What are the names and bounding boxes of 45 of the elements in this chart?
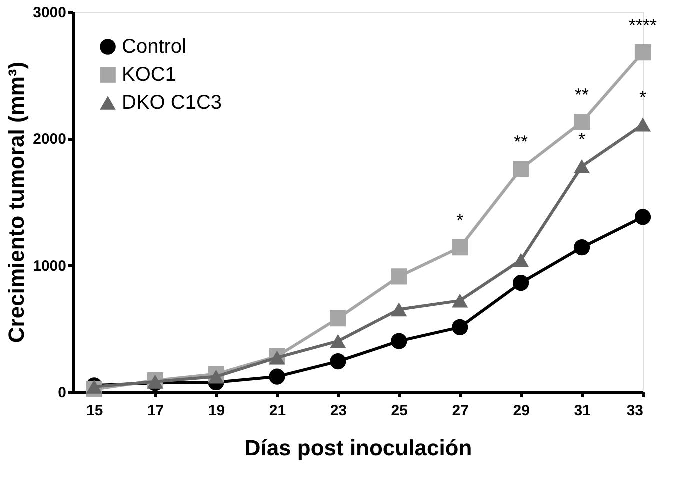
annotation: ** <box>575 85 590 106</box>
y-axis-title: Crecimiento tumoral (mm³) <box>4 62 30 344</box>
x-tick-label: 23 <box>330 402 348 420</box>
x-tick-label: 19 <box>208 402 226 420</box>
legend-label: Control <box>122 36 186 58</box>
legend-label: KOC1 <box>122 64 176 86</box>
y-tick-label: 0 <box>58 384 66 402</box>
point <box>269 368 286 385</box>
x-tick-label: 27 <box>452 402 469 420</box>
point <box>634 209 652 226</box>
x-tick-label: 33 <box>626 402 644 420</box>
point <box>574 240 590 256</box>
point <box>391 302 408 317</box>
x-tick-label: 29 <box>513 402 530 420</box>
point <box>391 268 408 285</box>
x-tick-label: 17 <box>147 402 164 420</box>
annotation: * <box>456 210 464 231</box>
point <box>634 44 652 61</box>
annotation: **** <box>628 16 658 36</box>
y-tick-label: 2000 <box>33 131 66 148</box>
point <box>574 114 590 130</box>
point <box>452 319 468 336</box>
x-axis-title: Días post inoculación <box>244 436 472 460</box>
point <box>391 333 408 350</box>
point <box>208 370 224 384</box>
x-tick-label: 31 <box>574 402 591 420</box>
x-tick-label: 15 <box>86 402 104 420</box>
legend-label: DKO C1C3 <box>122 92 222 114</box>
point <box>452 240 468 256</box>
point <box>513 275 530 292</box>
annotation: * <box>578 130 586 150</box>
annotation: ** <box>514 132 528 152</box>
y-tick-label: 1000 <box>33 258 66 275</box>
point <box>513 253 530 268</box>
annotation: * <box>639 88 647 108</box>
x-tick-label: 21 <box>269 402 286 420</box>
point <box>452 294 468 308</box>
point <box>513 161 530 178</box>
x-tick-label: 25 <box>391 402 408 420</box>
point <box>330 334 346 348</box>
point <box>330 310 346 327</box>
point <box>330 354 346 370</box>
point <box>574 160 590 174</box>
y-tick-label: 3000 <box>33 4 66 22</box>
point <box>634 118 652 132</box>
